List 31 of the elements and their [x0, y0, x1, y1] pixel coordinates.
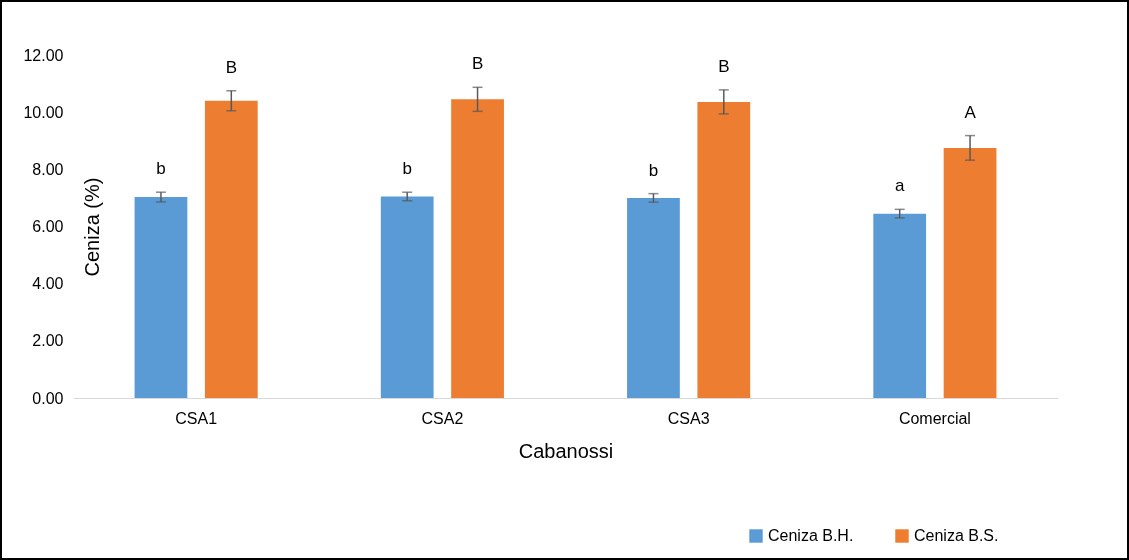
annotation: a: [894, 176, 905, 196]
bar: [697, 101, 751, 398]
annotation: b: [648, 160, 659, 180]
legend-label: Ceniza B.H.: [768, 527, 854, 544]
annotation: A: [964, 102, 977, 122]
bar: [380, 196, 434, 398]
annotation: B: [225, 57, 237, 77]
x-tick-label: Comercial: [898, 409, 971, 427]
bar: [627, 197, 680, 398]
y-tick-label: 12.00: [23, 46, 64, 64]
legend-label: Ceniza B.S.: [914, 527, 999, 544]
bar: [873, 213, 927, 398]
annotation: b: [156, 159, 166, 179]
y-axis-title: Ceniza (%): [81, 177, 104, 277]
bar: [943, 147, 997, 398]
y-tick-label: 4.00: [32, 275, 64, 293]
annotation: B: [471, 54, 484, 74]
x-tick-label: CSA1: [175, 409, 218, 427]
y-tick-label: 10.00: [23, 103, 64, 121]
bar: [451, 99, 504, 398]
y-tick-label: 6.00: [32, 218, 64, 235]
bar: [134, 197, 188, 398]
y-tick-label: 2.00: [32, 332, 64, 350]
annotation: B: [718, 56, 730, 76]
annotation: b: [402, 159, 412, 179]
bar: [204, 100, 258, 398]
x-tick-label: CSA3: [667, 409, 710, 427]
x-tick-label: CSA2: [421, 409, 464, 427]
y-tick-label: 8.00: [32, 160, 64, 178]
y-tick-label: 0.00: [32, 389, 64, 407]
x-axis-title: Cabanossi: [518, 439, 614, 462]
